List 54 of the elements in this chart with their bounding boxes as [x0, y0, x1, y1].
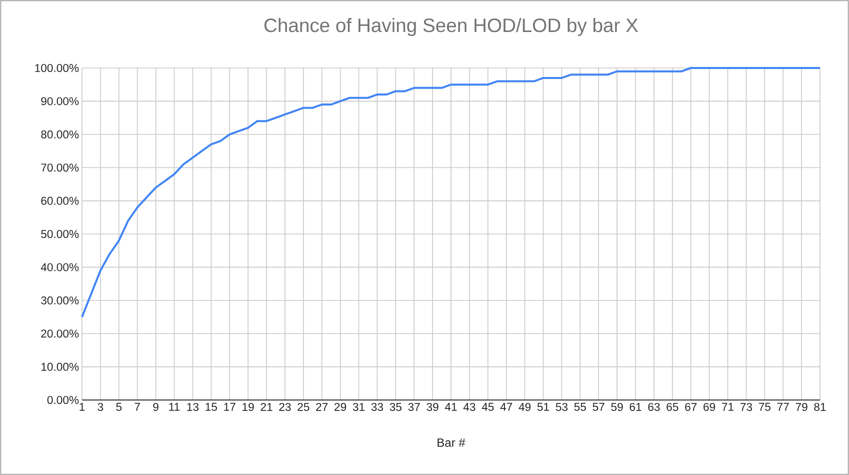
x-tick-label: 21	[260, 402, 272, 411]
x-tick-label: 33	[371, 402, 384, 411]
x-tick-label: 69	[704, 402, 716, 411]
y-tick-label: 40.00%	[40, 263, 79, 272]
x-tick-label: 3	[98, 402, 104, 411]
x-tick-label: 55	[574, 402, 586, 411]
x-tick-label: 61	[630, 402, 642, 411]
x-tick-label: 67	[685, 402, 697, 411]
x-tick-label: 57	[592, 402, 604, 411]
x-tick-label: 43	[463, 402, 476, 411]
x-tick-label: 1	[80, 402, 85, 411]
x-tick-label: 31	[352, 402, 364, 411]
x-tick-label: 63	[648, 402, 660, 411]
chart-title: Chance of Having Seen HOD/LOD by bar X	[264, 18, 638, 36]
x-tick-label: 47	[500, 402, 512, 411]
x-tick-label: 41	[444, 402, 457, 411]
x-tick-label: 39	[426, 402, 438, 411]
x-tick-label: 59	[611, 402, 623, 411]
x-axis-title: Bar #	[438, 438, 466, 447]
x-tick-label: 13	[187, 402, 199, 411]
y-tick-label: 10.00%	[41, 362, 79, 371]
y-tick-label: 0.00%	[47, 396, 79, 404]
x-tick-label: 53	[556, 402, 568, 411]
x-tick-label: 77	[777, 402, 789, 411]
x-tick-label: 49	[518, 402, 531, 411]
x-tick-label: 51	[537, 402, 549, 411]
x-tick-label: 11	[169, 402, 180, 411]
x-tick-label: 15	[206, 402, 217, 411]
y-tick-label: 70.00%	[41, 164, 79, 172]
y-tick-label: 60.00%	[41, 196, 79, 205]
x-tick-label: 45	[482, 402, 494, 411]
y-tick-label: 50.00%	[41, 230, 79, 238]
x-tick-label: 73	[740, 402, 752, 411]
x-tick-label: 7	[134, 402, 140, 411]
y-tick-label: 20.00%	[41, 330, 79, 338]
x-tick-label: 35	[390, 402, 402, 411]
x-tick-label: 23	[279, 402, 291, 411]
x-tick-label: 81	[814, 402, 826, 411]
x-tick-label: 25	[298, 402, 310, 411]
x-tick-label: 37	[408, 402, 420, 411]
y-tick-label: 90.00%	[41, 97, 79, 106]
x-tick-label: 65	[666, 402, 678, 411]
y-tick-label: 80.00%	[41, 130, 79, 138]
x-tick-label: 75	[758, 402, 770, 411]
x-tick-label: 79	[796, 402, 808, 411]
x-tick-label: 17	[224, 402, 236, 411]
x-tick-label: 5	[116, 402, 122, 411]
x-tick-label: 19	[242, 402, 254, 411]
x-tick-label: 9	[153, 402, 158, 411]
x-tick-label: 71	[722, 402, 734, 411]
x-tick-label: 27	[316, 402, 328, 411]
x-tick-label: 29	[334, 402, 346, 411]
y-tick-label: 30.00%	[41, 296, 79, 304]
y-tick-label: 100.00%	[35, 64, 79, 72]
